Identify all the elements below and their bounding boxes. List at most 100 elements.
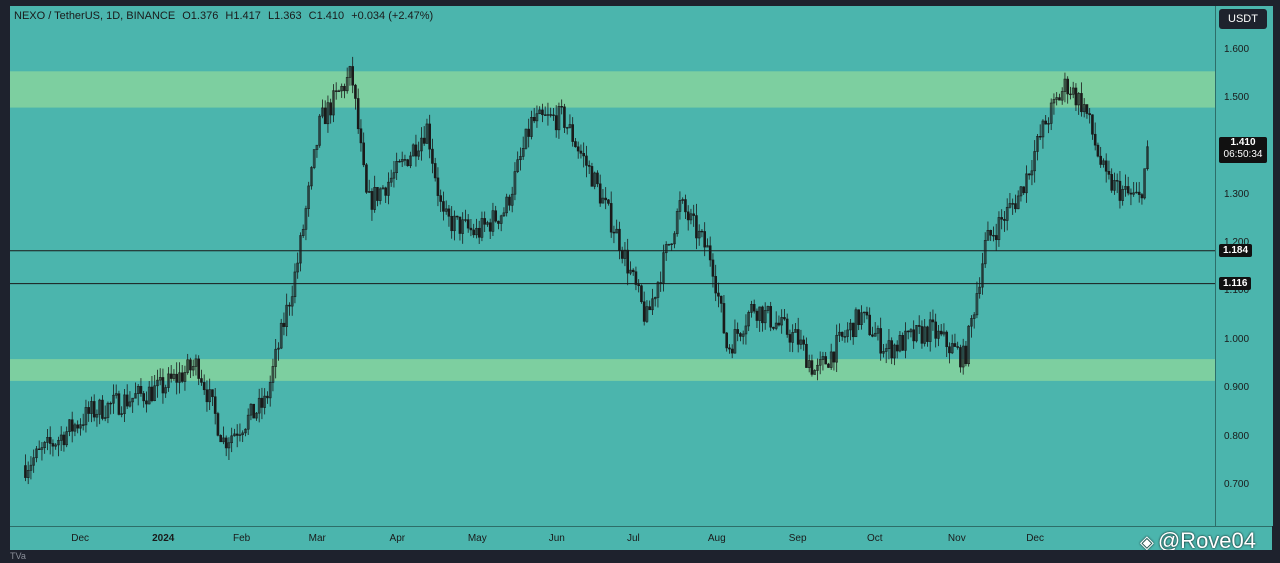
candle bbox=[516, 151, 519, 174]
candle bbox=[689, 208, 693, 225]
candle bbox=[1124, 174, 1127, 197]
candle bbox=[579, 144, 583, 159]
candle bbox=[1003, 211, 1006, 232]
legend-low: L1.363 bbox=[267, 10, 302, 22]
candle bbox=[733, 319, 737, 354]
candle bbox=[719, 295, 723, 313]
candle bbox=[480, 211, 484, 242]
candle bbox=[464, 209, 467, 223]
legend-close: C1.410 bbox=[308, 10, 345, 22]
candle bbox=[98, 398, 101, 425]
candle bbox=[909, 328, 913, 338]
candle bbox=[356, 88, 360, 134]
candle bbox=[1099, 146, 1102, 168]
candle bbox=[450, 206, 453, 239]
candle bbox=[241, 430, 244, 443]
candle bbox=[411, 143, 415, 157]
candle bbox=[805, 337, 808, 368]
time-tick: Jun bbox=[548, 533, 565, 544]
candle bbox=[937, 324, 940, 347]
candle bbox=[117, 390, 121, 416]
candle bbox=[576, 141, 580, 159]
currency-button[interactable]: USDT bbox=[1219, 9, 1267, 29]
candle bbox=[997, 211, 1001, 247]
candle bbox=[821, 351, 825, 371]
candle bbox=[1129, 188, 1133, 206]
candle bbox=[263, 388, 266, 415]
candle bbox=[568, 114, 572, 129]
candle bbox=[205, 380, 209, 412]
candle bbox=[791, 324, 794, 353]
candle bbox=[667, 243, 671, 247]
candle bbox=[84, 399, 88, 433]
candle bbox=[255, 412, 258, 421]
candle bbox=[125, 384, 129, 409]
candle bbox=[1074, 83, 1078, 111]
candle bbox=[48, 426, 52, 455]
candle bbox=[598, 174, 602, 207]
candle bbox=[469, 219, 473, 237]
candle bbox=[934, 313, 937, 348]
candle bbox=[343, 83, 346, 99]
candle bbox=[653, 296, 657, 307]
candle bbox=[197, 355, 200, 386]
candle bbox=[337, 89, 341, 92]
candle bbox=[1052, 93, 1056, 115]
legend-symbol: NEXO / TetherUS, 1D, BINANCE bbox=[14, 10, 176, 22]
time-tick: Sep bbox=[788, 533, 807, 544]
candle bbox=[106, 401, 110, 424]
candle bbox=[648, 300, 651, 311]
candle bbox=[730, 344, 734, 359]
price-tick: 1.200 bbox=[1224, 237, 1250, 249]
level-badge-1184: 1.184 bbox=[1219, 243, 1253, 257]
candle bbox=[1135, 182, 1138, 194]
price-tick: 1.300 bbox=[1224, 188, 1250, 200]
candle bbox=[970, 315, 973, 338]
candle bbox=[43, 440, 46, 454]
candle bbox=[59, 426, 63, 451]
last-price-value: 1.410 bbox=[1230, 137, 1256, 148]
candle bbox=[1121, 185, 1124, 206]
candle bbox=[799, 329, 803, 350]
candle bbox=[1047, 117, 1050, 134]
candle bbox=[213, 387, 217, 425]
candle bbox=[164, 384, 167, 398]
candle bbox=[1069, 86, 1072, 100]
candle bbox=[211, 389, 214, 406]
candle bbox=[1102, 158, 1105, 168]
time-tick: Nov bbox=[947, 533, 966, 544]
candle bbox=[645, 300, 649, 323]
candle bbox=[183, 365, 187, 391]
candle bbox=[76, 420, 79, 434]
candle bbox=[191, 359, 195, 377]
candle bbox=[502, 207, 506, 218]
candle bbox=[494, 205, 497, 223]
candle bbox=[989, 229, 992, 242]
candle bbox=[120, 406, 123, 418]
candle bbox=[961, 338, 965, 375]
candle bbox=[571, 117, 574, 147]
candle bbox=[802, 335, 805, 351]
candle bbox=[304, 205, 308, 241]
candle bbox=[442, 191, 445, 221]
candle bbox=[425, 118, 429, 144]
candle bbox=[824, 351, 827, 365]
price-scale[interactable] bbox=[1215, 6, 1273, 526]
candle bbox=[114, 384, 118, 399]
candle bbox=[1113, 172, 1116, 195]
candle bbox=[722, 294, 726, 335]
candle bbox=[810, 354, 814, 377]
chart-plot-area[interactable] bbox=[10, 6, 1215, 526]
candle bbox=[1096, 142, 1100, 158]
candle bbox=[376, 186, 379, 207]
candle bbox=[312, 149, 316, 170]
candle bbox=[271, 358, 275, 392]
candle bbox=[365, 162, 368, 194]
candle bbox=[651, 288, 654, 316]
candle bbox=[1071, 81, 1075, 99]
time-tick: Mar bbox=[308, 533, 326, 544]
candle bbox=[612, 225, 616, 244]
candle bbox=[532, 107, 536, 124]
time-axis[interactable]: Dec 2024 Feb Mar Apr May Jun Jul Aug Sep Oct Nov Dec bbox=[10, 526, 1272, 551]
